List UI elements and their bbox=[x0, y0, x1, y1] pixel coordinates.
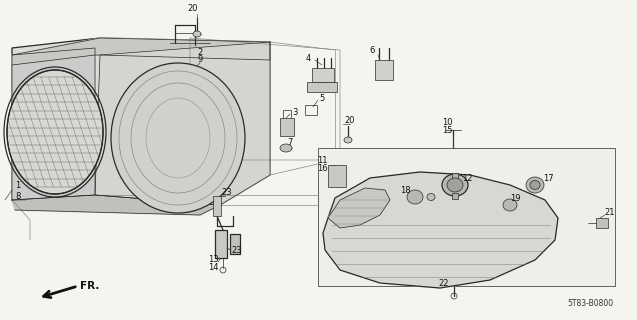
Ellipse shape bbox=[503, 199, 517, 211]
Ellipse shape bbox=[427, 194, 435, 201]
Text: 4: 4 bbox=[305, 53, 311, 62]
Text: 2: 2 bbox=[197, 47, 203, 57]
Text: 14: 14 bbox=[208, 263, 218, 273]
Ellipse shape bbox=[193, 31, 201, 37]
Polygon shape bbox=[12, 48, 95, 200]
Polygon shape bbox=[12, 195, 220, 215]
Ellipse shape bbox=[280, 144, 292, 152]
Text: 11: 11 bbox=[317, 156, 327, 164]
Bar bbox=[312, 68, 334, 82]
Ellipse shape bbox=[111, 63, 245, 213]
Bar bbox=[452, 173, 458, 179]
Text: 5T83-B0800: 5T83-B0800 bbox=[567, 299, 613, 308]
Bar bbox=[375, 60, 393, 80]
Bar bbox=[215, 230, 227, 258]
Text: FR.: FR. bbox=[80, 281, 99, 291]
Polygon shape bbox=[328, 188, 390, 228]
Text: 10: 10 bbox=[441, 117, 452, 126]
Text: 3: 3 bbox=[292, 108, 297, 116]
Text: 15: 15 bbox=[441, 125, 452, 134]
Text: 8: 8 bbox=[15, 191, 20, 201]
Polygon shape bbox=[95, 42, 270, 205]
Text: 23: 23 bbox=[222, 188, 233, 196]
Text: 19: 19 bbox=[510, 194, 520, 203]
Text: 22: 22 bbox=[439, 278, 449, 287]
Bar bbox=[213, 196, 221, 216]
Bar bbox=[318, 148, 615, 286]
Bar bbox=[230, 234, 240, 254]
Ellipse shape bbox=[442, 174, 468, 196]
Bar bbox=[307, 82, 337, 92]
Text: 21: 21 bbox=[605, 207, 615, 217]
Ellipse shape bbox=[526, 177, 544, 193]
Text: 17: 17 bbox=[543, 173, 554, 182]
Text: 12: 12 bbox=[462, 173, 472, 182]
Bar bbox=[305, 105, 317, 115]
Text: 6: 6 bbox=[369, 45, 375, 54]
Text: 23: 23 bbox=[232, 245, 242, 254]
Bar bbox=[328, 165, 346, 187]
Bar bbox=[280, 118, 294, 136]
Text: 7: 7 bbox=[287, 138, 292, 147]
Ellipse shape bbox=[344, 137, 352, 143]
Ellipse shape bbox=[7, 70, 103, 194]
Text: 9: 9 bbox=[197, 54, 203, 63]
Text: 16: 16 bbox=[317, 164, 327, 172]
Text: 13: 13 bbox=[208, 255, 218, 265]
Ellipse shape bbox=[530, 180, 540, 189]
Bar bbox=[596, 218, 608, 228]
Polygon shape bbox=[323, 172, 558, 288]
Text: 20: 20 bbox=[188, 4, 198, 12]
Polygon shape bbox=[12, 38, 270, 205]
Text: 5: 5 bbox=[319, 93, 325, 102]
Text: 20: 20 bbox=[345, 116, 355, 124]
Ellipse shape bbox=[447, 178, 463, 192]
Polygon shape bbox=[12, 38, 270, 65]
Text: 18: 18 bbox=[399, 186, 410, 195]
Text: 1: 1 bbox=[15, 180, 20, 189]
Bar bbox=[452, 193, 458, 199]
Ellipse shape bbox=[407, 190, 423, 204]
